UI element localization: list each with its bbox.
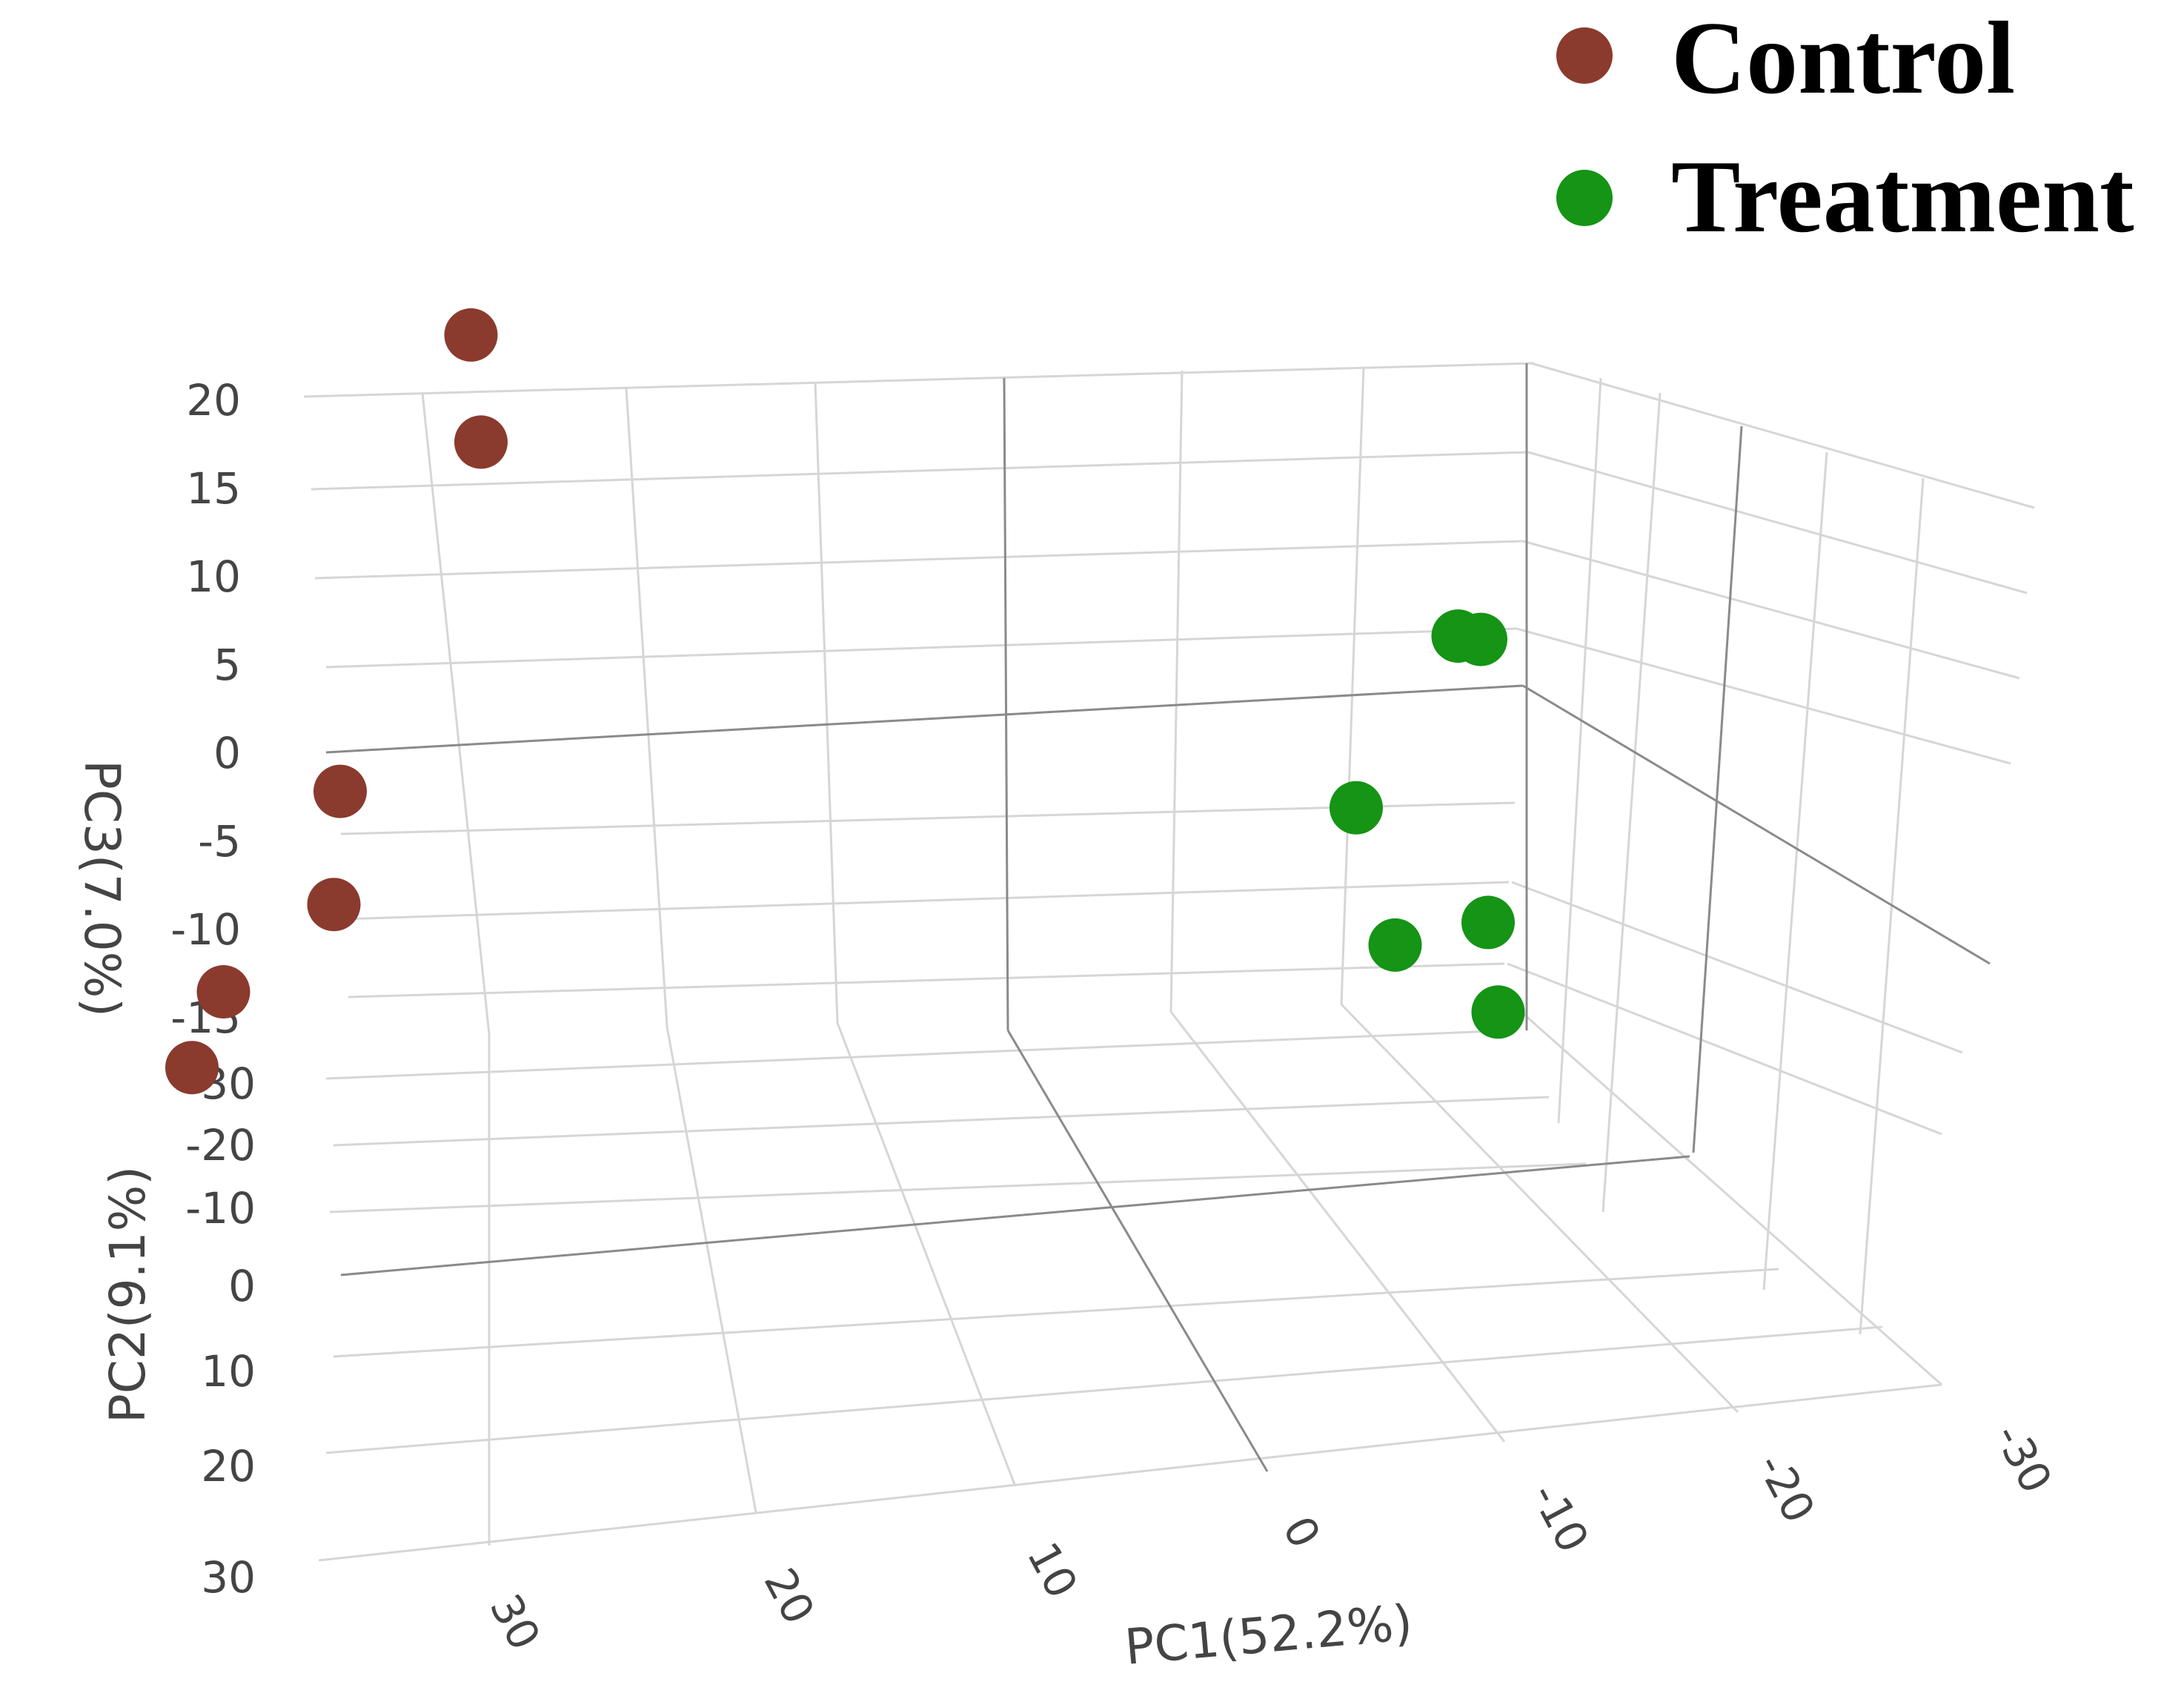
chart-gridlines bbox=[303, 362, 2035, 1562]
pc2-tick-label: 30 bbox=[201, 1552, 256, 1603]
legend-treatment-label: Treatment bbox=[1671, 139, 2134, 254]
pc3-tick-label: 5 bbox=[213, 640, 241, 690]
pc1-tick-label: 10 bbox=[1018, 1534, 1088, 1606]
pc1-tick-label: 0 bbox=[1273, 1508, 1330, 1557]
pc1-tick-label: -10 bbox=[1521, 1475, 1599, 1561]
pc1-tick-label: -20 bbox=[1747, 1445, 1825, 1531]
scatter-points bbox=[165, 308, 1525, 1095]
chart-axis-lines bbox=[325, 363, 1991, 1472]
control-point bbox=[165, 1041, 219, 1095]
pc1-tick-label: -30 bbox=[1985, 1416, 2062, 1502]
pc3-tick-label: -10 bbox=[170, 904, 241, 955]
control-point bbox=[196, 965, 250, 1019]
treatment-point bbox=[1471, 985, 1525, 1039]
pc1-tick-label: 30 bbox=[480, 1586, 551, 1658]
pc3-tick-label: -5 bbox=[198, 816, 241, 867]
treatment-point bbox=[1461, 895, 1515, 950]
pc2-tick-label: -20 bbox=[185, 1120, 256, 1170]
legend: Control Treatment bbox=[1556, 1, 2134, 254]
pc2-tick-label: -10 bbox=[185, 1183, 256, 1233]
pc2-tick-label: 10 bbox=[201, 1346, 256, 1397]
legend-control-label: Control bbox=[1671, 1, 2015, 116]
pc1-axis-title: PC1(52.2%) bbox=[1123, 1594, 1415, 1676]
pc2-tick-label: 20 bbox=[201, 1441, 256, 1491]
pc3-tick-label: 10 bbox=[186, 552, 241, 602]
pc3-tick-label: 20 bbox=[186, 375, 241, 425]
pc3-tick-label: 0 bbox=[213, 728, 241, 778]
control-point bbox=[444, 308, 498, 362]
pc2-axis-title: PC2(9.1%) bbox=[99, 1166, 156, 1423]
pc2-tick-label: 0 bbox=[228, 1261, 256, 1311]
control-point bbox=[307, 878, 361, 932]
legend-control-marker bbox=[1556, 27, 1613, 84]
treatment-point bbox=[1454, 612, 1507, 666]
treatment-point bbox=[1368, 918, 1422, 972]
treatment-point bbox=[1330, 781, 1383, 835]
pc1-tick-label: 20 bbox=[754, 1560, 825, 1632]
pc3-axis-title: PC3(7.0%) bbox=[73, 760, 130, 1017]
control-point bbox=[454, 415, 508, 469]
legend-treatment-marker bbox=[1556, 170, 1613, 226]
control-point bbox=[313, 764, 367, 818]
pc3-tick-label: 15 bbox=[186, 463, 241, 514]
